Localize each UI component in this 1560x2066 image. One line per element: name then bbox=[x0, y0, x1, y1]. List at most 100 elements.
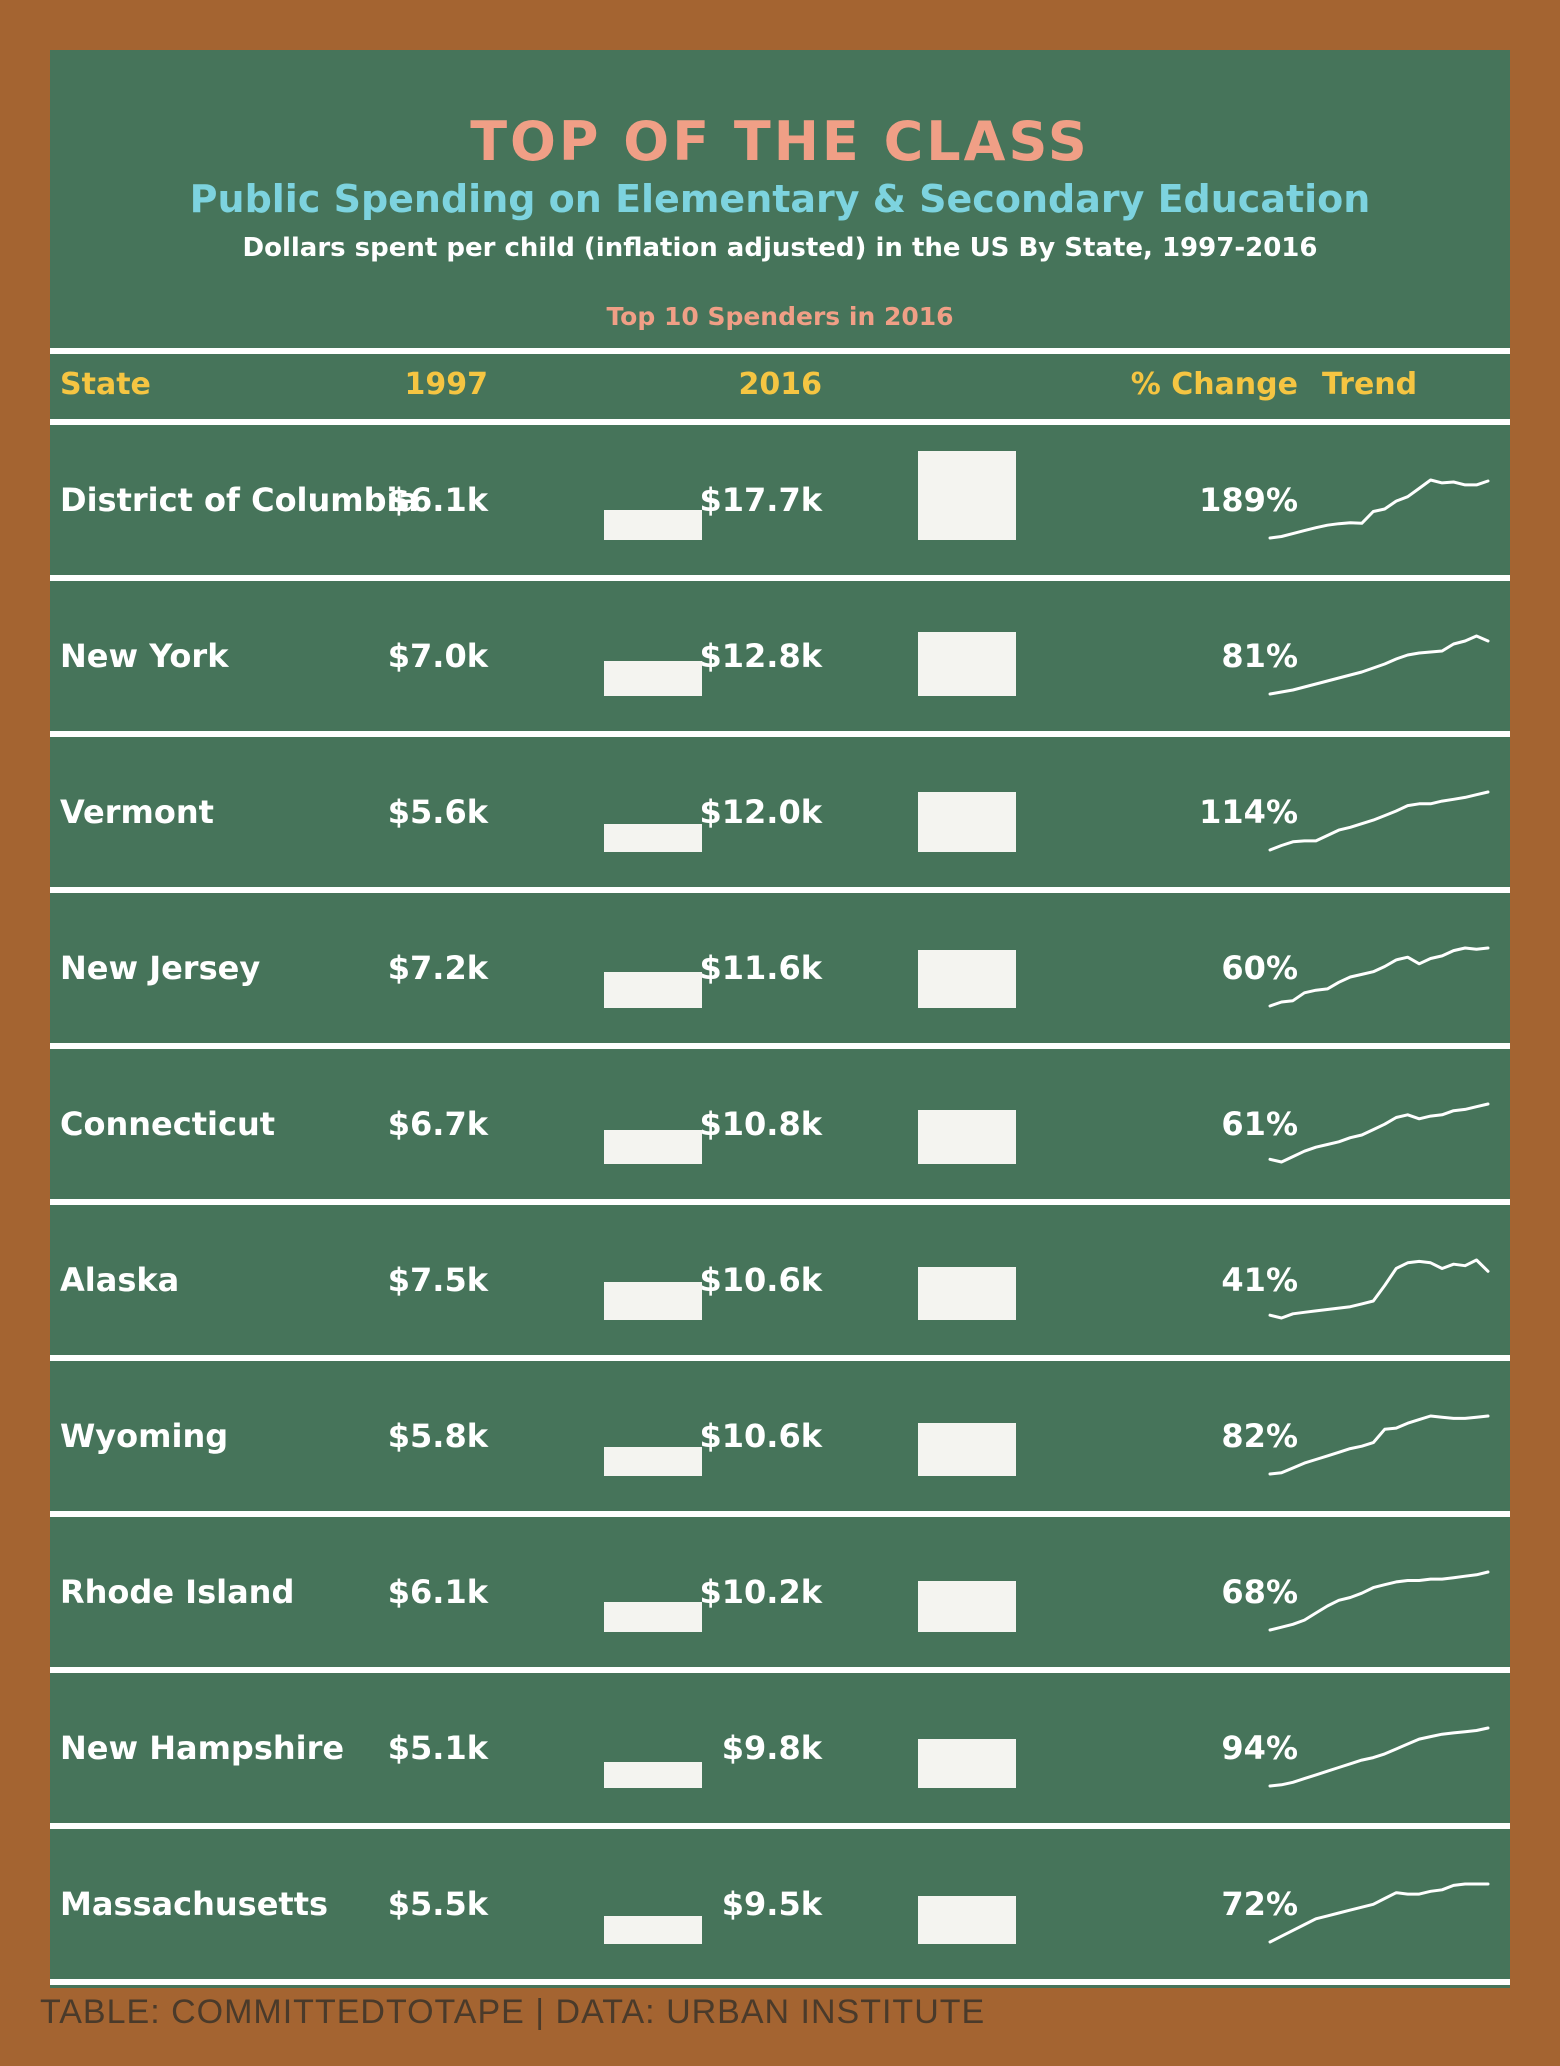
trend-line bbox=[1268, 790, 1490, 852]
row-divider bbox=[50, 887, 1510, 893]
bar-1997 bbox=[604, 1602, 702, 1632]
row-divider bbox=[50, 1511, 1510, 1517]
value-1997: $6.1k bbox=[387, 481, 488, 519]
percent-change: 94% bbox=[1221, 1729, 1298, 1767]
value-1997: $7.2k bbox=[387, 949, 488, 987]
percent-change: 68% bbox=[1221, 1573, 1298, 1611]
bar-1997 bbox=[604, 1130, 702, 1164]
value-2016: $9.5k bbox=[721, 1885, 822, 1923]
value-1997: $7.5k bbox=[387, 1261, 488, 1299]
state-name: Massachusetts bbox=[60, 1885, 329, 1923]
value-1997: $5.8k bbox=[387, 1417, 488, 1455]
value-1997: $5.1k bbox=[387, 1729, 488, 1767]
value-1997: $6.1k bbox=[387, 1573, 488, 1611]
value-2016: $11.6k bbox=[699, 949, 823, 987]
bar-2016 bbox=[918, 451, 1016, 540]
bar-1997 bbox=[604, 1447, 702, 1476]
chart-description: Dollars spent per child (inflation adjus… bbox=[242, 233, 1318, 263]
table-row: New Jersey $7.2k $11.6k 60% bbox=[50, 893, 1510, 1043]
bar-1997 bbox=[604, 661, 702, 696]
column-header-trend: Trend bbox=[1322, 367, 1418, 402]
table-row: District of Columbia $6.1k $17.7k 189% bbox=[50, 425, 1510, 575]
row-divider bbox=[50, 1199, 1510, 1205]
trend-line bbox=[1268, 1882, 1490, 1944]
column-header-1997: 1997 bbox=[404, 367, 489, 402]
percent-change: 61% bbox=[1221, 1105, 1298, 1143]
header-bottom-rule bbox=[50, 419, 1510, 425]
state-name: Rhode Island bbox=[60, 1573, 295, 1611]
trend-line bbox=[1268, 1570, 1490, 1632]
table-row: Massachusetts $5.5k $9.5k 72% bbox=[50, 1829, 1510, 1979]
state-name: Wyoming bbox=[60, 1417, 229, 1455]
state-name: New Jersey bbox=[60, 949, 261, 987]
table-row: Vermont $5.6k $12.0k 114% bbox=[50, 737, 1510, 887]
percent-change: 114% bbox=[1199, 793, 1298, 831]
value-1997: $5.5k bbox=[387, 1885, 488, 1923]
value-1997: $6.7k bbox=[387, 1105, 488, 1143]
table-row: New Hampshire $5.1k $9.8k 94% bbox=[50, 1673, 1510, 1823]
row-divider bbox=[50, 1043, 1510, 1049]
bar-2016 bbox=[918, 1739, 1016, 1788]
trend-sparkline bbox=[1268, 946, 1490, 1008]
trend-line bbox=[1268, 1258, 1490, 1320]
column-header-2016: 2016 bbox=[738, 367, 823, 402]
state-name: Alaska bbox=[60, 1261, 180, 1299]
section-label: Top 10 Spenders in 2016 bbox=[606, 302, 954, 331]
trend-line bbox=[1268, 1414, 1490, 1476]
bar-2016 bbox=[918, 1110, 1016, 1164]
bar-2016 bbox=[918, 1267, 1016, 1320]
value-2016: $12.0k bbox=[699, 793, 823, 831]
bar-2016 bbox=[918, 1581, 1016, 1632]
bar-2016 bbox=[918, 1423, 1016, 1476]
state-name: Connecticut bbox=[60, 1105, 276, 1143]
bar-1997 bbox=[604, 1916, 702, 1944]
source-caption: TABLE: COMMITTEDTOTAPE | DATA: URBAN INS… bbox=[40, 1993, 986, 2031]
value-2016: $10.8k bbox=[699, 1105, 823, 1143]
trend-sparkline bbox=[1268, 478, 1490, 540]
trend-line bbox=[1268, 1726, 1490, 1788]
trend-sparkline bbox=[1268, 634, 1490, 696]
table-row: New York $7.0k $12.8k 81% bbox=[50, 581, 1510, 731]
table-row: Alaska $7.5k $10.6k 41% bbox=[50, 1205, 1510, 1355]
trend-sparkline bbox=[1268, 1414, 1490, 1476]
trend-line bbox=[1268, 634, 1490, 696]
trend-sparkline bbox=[1268, 1258, 1490, 1320]
state-name: District of Columbia bbox=[60, 481, 420, 519]
value-1997: $5.6k bbox=[387, 793, 488, 831]
bar-1997 bbox=[604, 1282, 702, 1320]
chalkboard: TOP OF THE CLASS Public Spending on Elem… bbox=[50, 50, 1510, 1988]
bar-1997 bbox=[604, 824, 702, 852]
trend-line bbox=[1268, 946, 1490, 1008]
bar-1997 bbox=[604, 1762, 702, 1788]
bar-2016 bbox=[918, 950, 1016, 1008]
percent-change: 60% bbox=[1221, 949, 1298, 987]
trend-sparkline bbox=[1268, 1726, 1490, 1788]
table-row: Rhode Island $6.1k $10.2k 68% bbox=[50, 1517, 1510, 1667]
value-2016: $10.6k bbox=[699, 1417, 823, 1455]
trend-line bbox=[1268, 478, 1490, 540]
row-divider bbox=[50, 1355, 1510, 1361]
row-divider bbox=[50, 1979, 1510, 1985]
percent-change: 81% bbox=[1221, 637, 1298, 675]
trend-sparkline bbox=[1268, 790, 1490, 852]
trend-sparkline bbox=[1268, 1102, 1490, 1164]
row-divider bbox=[50, 731, 1510, 737]
table-row: Connecticut $6.7k $10.8k 61% bbox=[50, 1049, 1510, 1199]
trend-sparkline bbox=[1268, 1882, 1490, 1944]
value-2016: $17.7k bbox=[699, 481, 823, 519]
bar-1997 bbox=[604, 510, 702, 540]
bar-2016 bbox=[918, 1896, 1016, 1944]
percent-change: 82% bbox=[1221, 1417, 1298, 1455]
state-name: Vermont bbox=[60, 793, 214, 831]
row-divider bbox=[50, 1823, 1510, 1829]
bar-2016 bbox=[918, 792, 1016, 852]
value-2016: $9.8k bbox=[721, 1729, 822, 1767]
percent-change: 41% bbox=[1221, 1261, 1298, 1299]
chart-title: TOP OF THE CLASS bbox=[470, 110, 1090, 173]
trend-line bbox=[1268, 1102, 1490, 1164]
state-name: New Hampshire bbox=[60, 1729, 345, 1767]
value-2016: $12.8k bbox=[699, 637, 823, 675]
bar-2016 bbox=[918, 632, 1016, 696]
value-2016: $10.2k bbox=[699, 1573, 823, 1611]
